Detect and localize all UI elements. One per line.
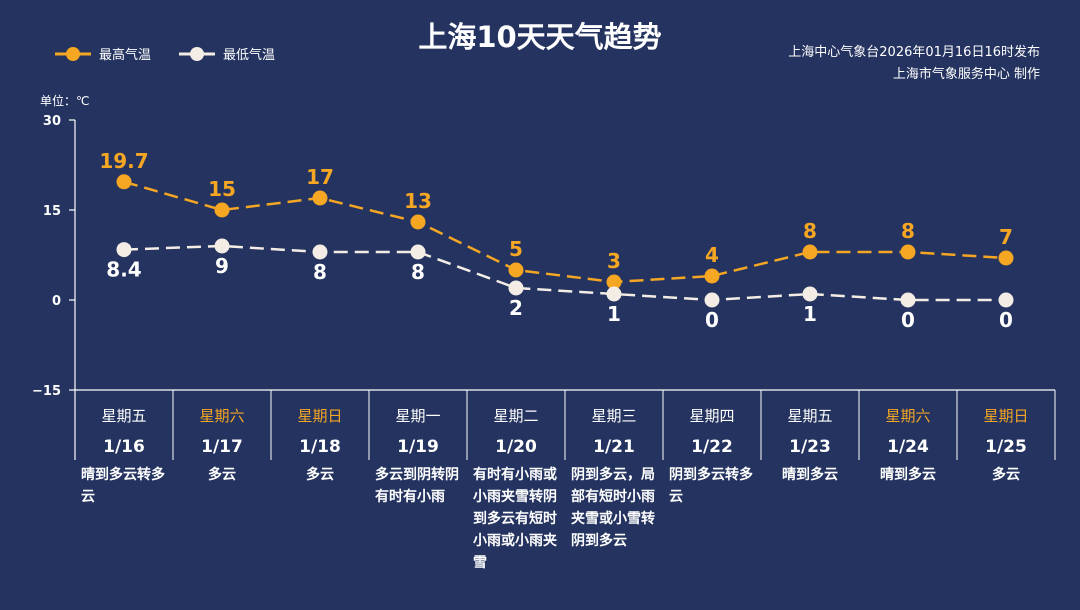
weather-description: 多云 <box>992 467 1020 483</box>
high-temp-point <box>508 262 524 278</box>
low-temp-point <box>802 286 818 302</box>
low-temp-line <box>123 244 1006 302</box>
date-label: 1/20 <box>495 437 537 457</box>
chart-title: 上海10天天气趋势 <box>418 20 662 54</box>
date-label: 1/21 <box>593 437 635 457</box>
date-label: 1/23 <box>789 437 831 457</box>
date-label: 1/18 <box>299 437 341 457</box>
weekday-label: 星期一 <box>395 407 440 425</box>
low-temp-point <box>508 280 524 296</box>
high-temp-point <box>802 244 818 260</box>
high-temp-line <box>123 180 1007 284</box>
weather-description: 晴到多云转多云 <box>81 467 165 505</box>
high-temp-label: 15 <box>208 177 236 201</box>
high-temp-point <box>410 214 426 230</box>
legend-high-label: 最高气温 <box>99 48 152 63</box>
weekday-label: 星期六 <box>885 407 930 425</box>
weekday-label: 星期五 <box>101 407 146 425</box>
y-tick-label: 15 <box>43 204 61 219</box>
high-temp-label: 4 <box>705 243 719 267</box>
weekday-label: 星期五 <box>787 407 832 425</box>
high-temp-point <box>312 190 328 206</box>
credit: 上海中心气象台2026年01月16日16时发布 上海市气象服务中心 制作 <box>788 42 1040 86</box>
low-temp-point <box>410 244 426 260</box>
legend-high: 最高气温 <box>55 44 151 63</box>
unit-label: 单位：℃ <box>40 94 90 108</box>
low-temp-point <box>214 238 230 254</box>
high-temp-point <box>998 250 1014 266</box>
low-temp-point <box>312 244 328 260</box>
low-temp-label: 8.4 <box>106 258 141 282</box>
y-tick-label: −15 <box>32 384 61 399</box>
weekday-label: 星期日 <box>983 407 1028 425</box>
high-temp-label: 13 <box>404 189 432 213</box>
low-temp-point <box>900 292 916 308</box>
y-tick-label: 0 <box>52 294 61 309</box>
low-temp-label: 0 <box>999 308 1013 332</box>
date-label: 1/19 <box>397 437 439 457</box>
weather-description: 晴到多云 <box>782 467 838 483</box>
weather-description: 晴到多云 <box>880 467 936 483</box>
legend: 最高气温 最低气温 <box>55 44 275 63</box>
y-tick-label: 30 <box>43 114 61 129</box>
date-label: 1/22 <box>691 437 733 457</box>
high-temp-label: 5 <box>509 237 523 261</box>
low-temp-point <box>998 292 1014 308</box>
low-temp-label: 9 <box>215 254 229 278</box>
weekday-label: 星期三 <box>591 407 636 425</box>
high-temp-point <box>116 174 132 190</box>
weather-description: 多云 <box>306 467 334 483</box>
weather-description: 有时有小雨或小雨夹雪转阴到多云有短时小雨或小雨夹雪 <box>473 467 557 571</box>
low-temp-label: 0 <box>705 308 719 332</box>
legend-low-marker <box>179 46 216 61</box>
low-temp-label: 1 <box>607 302 621 326</box>
legend-low-label: 最低气温 <box>223 48 276 63</box>
high-temp-label: 8 <box>803 219 817 243</box>
low-temp-label: 8 <box>411 260 425 284</box>
high-temp-point <box>704 268 720 284</box>
low-temp-point <box>606 286 622 302</box>
high-temp-label: 17 <box>306 165 334 189</box>
high-temp-label: 19.7 <box>99 149 148 173</box>
low-temp-point <box>116 242 132 258</box>
legend-high-marker <box>55 46 91 61</box>
weekday-label: 星期四 <box>689 407 734 425</box>
low-temp-label: 1 <box>803 302 817 326</box>
weather-description: 多云到阴转阴有时有小雨 <box>375 467 459 505</box>
high-temp-point <box>606 274 622 290</box>
date-label: 1/24 <box>887 437 929 457</box>
date-label: 1/17 <box>201 437 243 457</box>
legend-low: 最低气温 <box>179 44 275 63</box>
weekday-label: 星期六 <box>199 407 244 425</box>
high-temp-label: 8 <box>901 219 915 243</box>
high-temp-point <box>214 202 230 218</box>
weather-description: 阴到多云，局部有短时小雨夹雪或小雪转阴到多云 <box>571 467 655 549</box>
weekday-label: 星期二 <box>493 407 538 425</box>
low-temp-point <box>704 292 720 308</box>
date-label: 1/25 <box>985 437 1027 457</box>
weather-description: 阴到多云转多云 <box>669 467 753 505</box>
weekday-label: 星期日 <box>297 407 342 425</box>
high-temp-label: 7 <box>999 225 1013 249</box>
low-temp-label: 8 <box>313 260 327 284</box>
low-temp-label: 2 <box>509 296 523 320</box>
low-temp-label: 0 <box>901 308 915 332</box>
weather-description: 多云 <box>208 467 236 483</box>
producer-info: 上海市气象服务中心 制作 <box>892 67 1040 82</box>
high-temp-label: 3 <box>607 249 621 273</box>
publish-info: 上海中心气象台2026年01月16日16时发布 <box>788 45 1040 60</box>
high-temp-point <box>900 244 916 260</box>
date-label: 1/16 <box>103 437 145 457</box>
